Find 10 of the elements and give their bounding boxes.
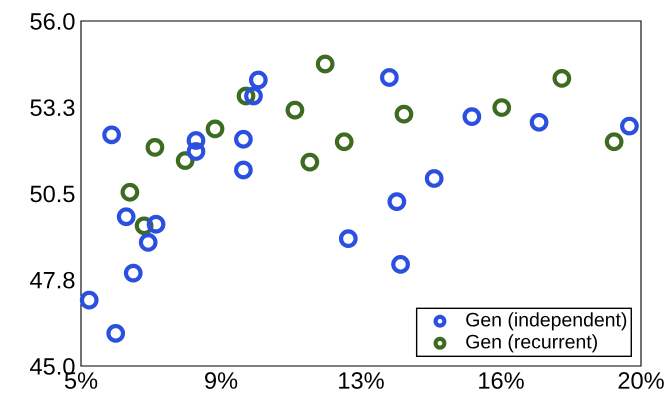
legend-label: Gen (independent) [466, 312, 626, 330]
y-tick-label: 56.0 [30, 13, 75, 30]
y-tick-label: 50.5 [30, 186, 74, 202]
y-tick-label: 53.3 [30, 99, 74, 116]
legend-label: Gen (recurrent) [466, 334, 597, 352]
x-tick-label: 13% [339, 372, 384, 389]
x-tick-label: 16% [479, 372, 524, 389]
x-tick-label: 20% [618, 372, 664, 389]
y-tick-label: 47.8 [30, 272, 74, 289]
x-tick-label: 9% [205, 372, 238, 389]
